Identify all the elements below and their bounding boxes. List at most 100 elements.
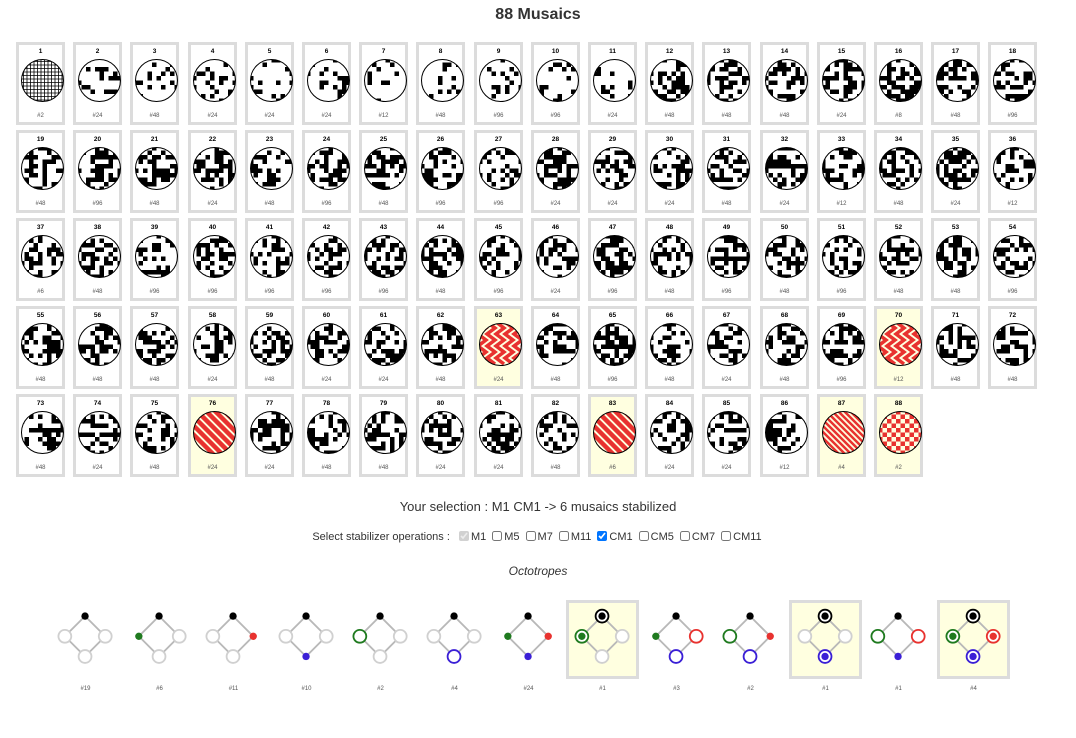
- mosaic-tile[interactable]: 51 #96: [817, 218, 866, 301]
- mosaic-tile[interactable]: 54 #96: [988, 218, 1037, 301]
- mosaic-tile[interactable]: 8 #48: [416, 42, 465, 125]
- octotrope-item[interactable]: #11: [197, 600, 270, 692]
- mosaic-tile[interactable]: 10 #96: [531, 42, 580, 125]
- mosaic-tile[interactable]: 45 #96: [474, 218, 523, 301]
- mosaic-tile[interactable]: 17 #48: [931, 42, 980, 125]
- octotrope-item[interactable]: #2: [344, 600, 417, 692]
- mosaic-tile[interactable]: 31 #48: [702, 130, 751, 213]
- octotrope-item[interactable]: #4: [937, 600, 1010, 692]
- mosaic-tile[interactable]: 1 #2: [16, 42, 65, 125]
- mosaic-tile[interactable]: 71 #48: [931, 306, 980, 389]
- mosaic-tile[interactable]: 37 #6: [16, 218, 65, 301]
- mosaic-tile[interactable]: 55 #48: [16, 306, 65, 389]
- mosaic-tile[interactable]: 4 #24: [188, 42, 237, 125]
- operation-checkbox-m5[interactable]: [492, 531, 503, 541]
- mosaic-tile[interactable]: 47 #96: [588, 218, 637, 301]
- mosaic-tile[interactable]: 85 #24: [702, 394, 751, 477]
- mosaic-tile[interactable]: 36 #12: [988, 130, 1037, 213]
- octotrope-item[interactable]: #1: [566, 600, 639, 692]
- octotrope-item[interactable]: #2: [714, 600, 787, 692]
- mosaic-tile[interactable]: 40 #96: [188, 218, 237, 301]
- mosaic-tile[interactable]: 30 #24: [645, 130, 694, 213]
- mosaic-tile[interactable]: 23 #48: [245, 130, 294, 213]
- mosaic-tile[interactable]: 9 #96: [474, 42, 523, 125]
- operation-checkbox-m1[interactable]: [458, 531, 469, 541]
- octotrope-item[interactable]: #19: [49, 600, 122, 692]
- mosaic-tile[interactable]: 24 #96: [302, 130, 351, 213]
- mosaic-tile[interactable]: 61 #24: [359, 306, 408, 389]
- mosaic-tile[interactable]: 86 #12: [760, 394, 809, 477]
- mosaic-tile[interactable]: 13 #48: [702, 42, 751, 125]
- mosaic-tile[interactable]: 75 #48: [130, 394, 179, 477]
- mosaic-tile[interactable]: 82 #48: [531, 394, 580, 477]
- octotrope-item[interactable]: #3: [640, 600, 713, 692]
- mosaic-tile[interactable]: 27 #96: [474, 130, 523, 213]
- mosaic-tile[interactable]: 46 #24: [531, 218, 580, 301]
- mosaic-tile[interactable]: 69 #96: [817, 306, 866, 389]
- mosaic-tile[interactable]: 84 #24: [645, 394, 694, 477]
- mosaic-tile[interactable]: 5 #24: [245, 42, 294, 125]
- mosaic-tile[interactable]: 25 #48: [359, 130, 408, 213]
- mosaic-tile[interactable]: 74 #24: [73, 394, 122, 477]
- mosaic-tile[interactable]: 79 #48: [359, 394, 408, 477]
- mosaic-tile[interactable]: 28 #24: [531, 130, 580, 213]
- mosaic-tile[interactable]: 62 #48: [416, 306, 465, 389]
- octotrope-item[interactable]: #1: [789, 600, 862, 692]
- mosaic-tile[interactable]: 35 #24: [931, 130, 980, 213]
- mosaic-tile[interactable]: 58 #24: [188, 306, 237, 389]
- mosaic-tile[interactable]: 20 #96: [73, 130, 122, 213]
- mosaic-tile[interactable]: 42 #96: [302, 218, 351, 301]
- mosaic-tile[interactable]: 22 #24: [188, 130, 237, 213]
- octotrope-item[interactable]: #10: [270, 600, 343, 692]
- mosaic-tile[interactable]: 3 #48: [130, 42, 179, 125]
- operation-checkbox-cm1[interactable]: [597, 531, 608, 541]
- operation-checkbox-m7[interactable]: [525, 531, 536, 541]
- mosaic-tile[interactable]: 21 #48: [130, 130, 179, 213]
- mosaic-tile[interactable]: 66 #48: [645, 306, 694, 389]
- mosaic-tile[interactable]: 63 #24: [474, 306, 523, 389]
- mosaic-tile[interactable]: 72 #48: [988, 306, 1037, 389]
- mosaic-tile[interactable]: 60 #24: [302, 306, 351, 389]
- mosaic-tile[interactable]: 15 #24: [817, 42, 866, 125]
- mosaic-tile[interactable]: 76 #24: [188, 394, 237, 477]
- mosaic-tile[interactable]: 64 #48: [531, 306, 580, 389]
- mosaic-tile[interactable]: 57 #48: [130, 306, 179, 389]
- mosaic-tile[interactable]: 81 #24: [474, 394, 523, 477]
- mosaic-tile[interactable]: 68 #48: [760, 306, 809, 389]
- octotrope-item[interactable]: #1: [862, 600, 935, 692]
- mosaic-tile[interactable]: 88 #2: [874, 394, 923, 477]
- mosaic-tile[interactable]: 70 #12: [874, 306, 923, 389]
- mosaic-tile[interactable]: 78 #48: [302, 394, 351, 477]
- mosaic-tile[interactable]: 43 #96: [359, 218, 408, 301]
- operation-checkbox-m11[interactable]: [558, 531, 569, 541]
- mosaic-tile[interactable]: 53 #48: [931, 218, 980, 301]
- mosaic-tile[interactable]: 19 #48: [16, 130, 65, 213]
- mosaic-tile[interactable]: 49 #96: [702, 218, 751, 301]
- mosaic-tile[interactable]: 32 #24: [760, 130, 809, 213]
- mosaic-tile[interactable]: 38 #48: [73, 218, 122, 301]
- mosaic-tile[interactable]: 56 #48: [73, 306, 122, 389]
- octotrope-item[interactable]: #6: [123, 600, 196, 692]
- mosaic-tile[interactable]: 33 #12: [817, 130, 866, 213]
- mosaic-tile[interactable]: 26 #96: [416, 130, 465, 213]
- mosaic-tile[interactable]: 41 #96: [245, 218, 294, 301]
- mosaic-tile[interactable]: 50 #48: [760, 218, 809, 301]
- mosaic-tile[interactable]: 16 #8: [874, 42, 923, 125]
- mosaic-tile[interactable]: 65 #96: [588, 306, 637, 389]
- mosaic-tile[interactable]: 87 #4: [817, 394, 866, 477]
- mosaic-tile[interactable]: 77 #24: [245, 394, 294, 477]
- mosaic-tile[interactable]: 48 #48: [645, 218, 694, 301]
- octotrope-item[interactable]: #24: [492, 600, 565, 692]
- mosaic-tile[interactable]: 12 #48: [645, 42, 694, 125]
- operation-checkbox-cm11[interactable]: [721, 531, 732, 541]
- mosaic-tile[interactable]: 80 #24: [416, 394, 465, 477]
- mosaic-tile[interactable]: 52 #48: [874, 218, 923, 301]
- mosaic-tile[interactable]: 59 #48: [245, 306, 294, 389]
- mosaic-tile[interactable]: 7 #12: [359, 42, 408, 125]
- operation-checkbox-cm5[interactable]: [638, 531, 649, 541]
- mosaic-tile[interactable]: 2 #24: [73, 42, 122, 125]
- mosaic-tile[interactable]: 11 #24: [588, 42, 637, 125]
- mosaic-tile[interactable]: 18 #96: [988, 42, 1037, 125]
- mosaic-tile[interactable]: 14 #48: [760, 42, 809, 125]
- mosaic-tile[interactable]: 39 #96: [130, 218, 179, 301]
